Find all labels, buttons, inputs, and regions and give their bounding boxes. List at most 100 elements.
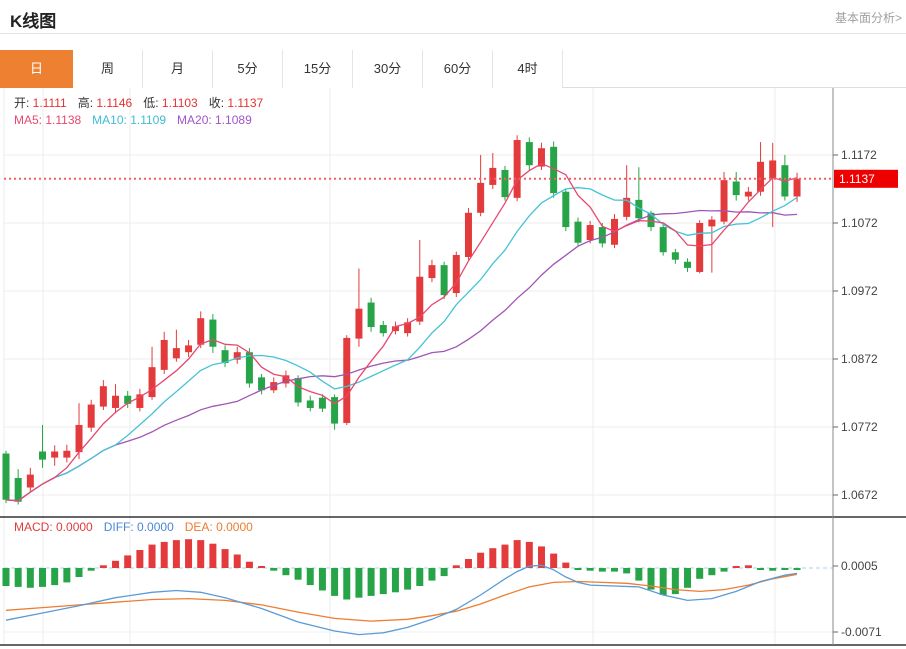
last-price-badge-label: 1.1137 (839, 172, 875, 186)
candle-body (732, 181, 740, 196)
candle-body (720, 180, 728, 222)
tab-4时[interactable]: 4时 (493, 50, 563, 88)
macd-bar (318, 568, 326, 591)
tab-30分[interactable]: 30分 (353, 50, 423, 88)
candles (2, 135, 801, 505)
macd-bar (87, 568, 95, 571)
candle-body (696, 223, 704, 272)
macd-bar (647, 568, 655, 590)
ohlc-legend: 开: 1.1111 高: 1.1146 低: 1.1103 收: 1.1137 (14, 94, 274, 111)
price-tick-label: 1.0872 (841, 352, 878, 366)
tab-周[interactable]: 周 (73, 50, 143, 88)
macd-legend-item: MACD: 0.0000 (14, 520, 93, 534)
macd-bar (209, 543, 217, 568)
macd-bar (136, 550, 144, 568)
diff-line (5, 564, 798, 636)
macd-bar (197, 540, 205, 568)
macd-bar (428, 568, 436, 581)
macd-bar (51, 568, 59, 586)
macd-legend-item: DIFF: 0.0000 (103, 520, 174, 534)
fundamental-analysis-link[interactable]: 基本面分析> (834, 11, 902, 25)
macd-bar (757, 568, 765, 570)
macd-bar (684, 568, 692, 588)
candle-body (744, 191, 752, 197)
macd-bar (525, 541, 533, 568)
candle-body (550, 146, 558, 194)
macd-legend: MACD: 0.0000 DIFF: 0.0000 DEA: 0.0000 (14, 520, 264, 534)
macd-tick-label: -0.0071 (841, 625, 882, 639)
macd-bar (367, 568, 375, 596)
candle-body (233, 352, 241, 360)
macd-bar (331, 568, 339, 596)
macd-bar (270, 568, 278, 571)
candle-body (684, 261, 692, 268)
candle-body (391, 326, 399, 332)
macd-bar (306, 568, 314, 586)
candle-body (501, 169, 509, 198)
tab-日[interactable]: 日 (0, 50, 73, 88)
candle-body (245, 352, 253, 384)
price-tick-label: 1.0672 (841, 488, 878, 502)
candle-body (112, 395, 120, 408)
candle-body (355, 308, 363, 339)
macd-bar (671, 568, 679, 595)
macd-bar (233, 554, 241, 568)
ma-legend-item: MA5: 1.1138 (14, 113, 82, 127)
ohlc-legend-item: 收: 1.1137 (208, 96, 264, 110)
macd-bar (562, 562, 570, 568)
candle-body (635, 199, 643, 219)
macd-bar (659, 568, 667, 595)
macd-tick-label: 0.0005 (841, 559, 878, 573)
macd-bar (586, 568, 594, 571)
macd-bar (112, 560, 120, 568)
candle-body (416, 276, 424, 322)
macd-bar (99, 565, 107, 568)
ma-legend-item: MA10: 1.1109 (92, 113, 167, 127)
ma5-line (5, 162, 798, 502)
macd-bar (452, 565, 460, 568)
candle-body (124, 395, 132, 404)
timeframe-tabbar: 日周月 5分 15分 30分 60分 4时 (0, 50, 906, 88)
tab-5分[interactable]: 5分 (213, 50, 283, 88)
macd-bar (598, 568, 606, 572)
candle-body (757, 161, 765, 192)
candle-body (793, 178, 801, 197)
candle-body (708, 219, 716, 227)
candle-body (136, 394, 144, 408)
candle-body (562, 191, 570, 228)
macd-bar (440, 568, 448, 577)
candle-body (63, 450, 71, 458)
candle-body (306, 400, 314, 408)
candle-body (598, 227, 606, 244)
candle-body (75, 424, 83, 453)
ma-legend: MA5: 1.1138 MA10: 1.1109 MA20: 1.1089 (14, 113, 263, 127)
candle-body (574, 221, 582, 243)
price-axis: 1.1172 1.1072 1.0972 1.0872 1.0772 1.0672 0.00… (833, 148, 898, 639)
tab-月[interactable]: 月 (143, 50, 213, 88)
macd-bar (464, 559, 472, 568)
tab-60分[interactable]: 60分 (423, 50, 493, 88)
candle-body (258, 377, 266, 391)
candle-body (331, 397, 339, 424)
ma10-line (5, 187, 798, 502)
macd-bar (160, 541, 168, 568)
candle-body (148, 367, 156, 398)
price-tick-label: 1.1172 (841, 148, 877, 162)
macd-bar (720, 568, 728, 572)
tab-15分[interactable]: 15分 (283, 50, 353, 88)
candle-body (440, 265, 448, 296)
macd-bar (148, 544, 156, 568)
macd-bar (185, 539, 193, 568)
macd-bar (416, 568, 424, 586)
candle-body (87, 404, 95, 428)
candle-body (197, 318, 205, 345)
candle-body (172, 348, 180, 359)
macd-bar (63, 568, 71, 583)
macd-bar (14, 568, 22, 587)
ohlc-legend-item: 低: 1.1103 (143, 96, 198, 110)
candle-body (477, 182, 485, 213)
chart-area: 1.1172 1.1072 1.0972 1.0872 1.0772 1.0672 0.00… (0, 88, 906, 649)
candlestick-chart[interactable]: 1.1172 1.1072 1.0972 1.0872 1.0772 1.0672 0.00… (0, 88, 906, 649)
macd-bar (26, 568, 34, 588)
candle-body (769, 160, 777, 179)
